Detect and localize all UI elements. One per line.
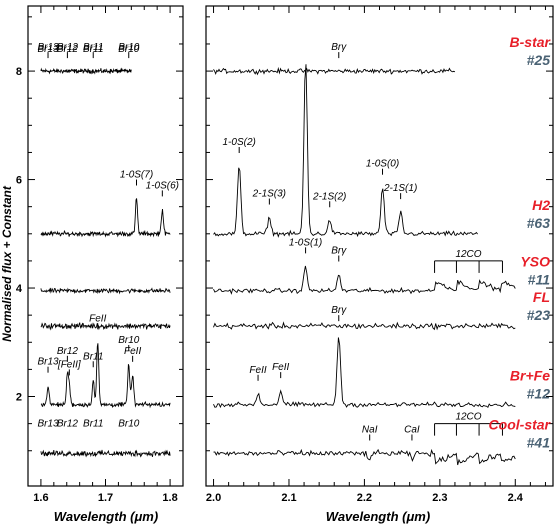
line-label: 1-0S(7) [120, 170, 153, 181]
line-label: Br10 [118, 42, 140, 53]
line-label: 2-1S(2) [312, 191, 346, 202]
left-bottom-br-label: Br10 [118, 418, 140, 429]
line-label: Br12 [57, 42, 79, 53]
line-label: CaI [404, 424, 420, 435]
series-type-label: FL [533, 289, 550, 305]
y-tick-label: 2 [16, 392, 22, 404]
line-label: Br12 [57, 346, 79, 357]
y-tick-label: 4 [16, 283, 23, 295]
right-panel: 2.0 2.1 2.2 2.3 2.4 [205, 5, 554, 504]
series-type-label: H2 [532, 197, 550, 213]
line-label: 2-1S(1) [383, 183, 417, 194]
spectrum-h2-left [40, 198, 171, 238]
spectrum-yso-left [40, 287, 171, 295]
right-x-tick-label: 2.3 [432, 492, 447, 504]
right-x-tick-label: 2.0 [206, 492, 221, 504]
co-band-label: 12CO [455, 412, 481, 423]
line-label: Br13 [37, 357, 59, 368]
line-label: Br13 [37, 42, 59, 53]
series-type-label: Br+Fe [510, 368, 550, 384]
spectrum-br+fe-left [40, 343, 171, 409]
line-label: FeII [124, 346, 141, 357]
line-label: 1-0S(0) [366, 159, 399, 170]
left-top-br-label: Br12 [57, 44, 79, 55]
left-top-br-label: Br11 [83, 44, 103, 55]
spectrum-yso-right [213, 265, 516, 295]
y-tick-label: 8 [16, 66, 22, 78]
x-axis-label-right: Wavelength (μm) [326, 509, 430, 524]
y-tick-label: 6 [16, 175, 22, 187]
left-top-br-label: Br13 [37, 44, 59, 55]
y-axis-label: Normalised flux + Constant [0, 185, 14, 342]
series-type-label: B-star [510, 34, 552, 50]
line-label: Br10 [118, 335, 140, 346]
series-id-label: #11 [528, 272, 551, 288]
line-label: NaI [362, 424, 378, 435]
series-type-label: YSO [520, 254, 550, 270]
spectrum-b-star-right [213, 66, 456, 76]
spectrum-fl-right [213, 321, 516, 331]
left-frame [27, 5, 184, 487]
right-x-tick-label: 2.1 [281, 492, 296, 504]
line-label: [FeII] [57, 359, 81, 370]
spectrum-h2-right [213, 64, 478, 238]
right-frame [205, 5, 554, 487]
spectrum-b-star-left [40, 67, 132, 75]
line-label: 1-0S(1) [289, 237, 322, 248]
line-label: 1-0S(2) [223, 137, 256, 148]
line-label: FeII [89, 313, 106, 324]
line-label: Brγ [331, 42, 347, 53]
line-label: Br11 [83, 42, 103, 53]
series-id-label: #63 [527, 215, 551, 231]
series-id-label: #25 [527, 52, 551, 68]
line-label: FeII [272, 362, 289, 373]
co-band-label: 12CO [455, 249, 481, 260]
left-x-tick-label: 1.8 [162, 492, 177, 504]
left-bottom-br-label: Br13 [37, 418, 59, 429]
spectrum-cool-star-left [40, 449, 171, 458]
right-x-tick-label: 2.4 [508, 492, 524, 504]
series-id-label: #41 [527, 434, 551, 450]
series-type-label: Cool-star [489, 416, 552, 432]
line-label: 1-0S(6) [146, 180, 179, 191]
spectrum-br+fe-right [213, 337, 516, 409]
spectrum-cool-star-right [213, 448, 516, 466]
x-axis-label-left: Wavelength (μm) [54, 509, 158, 524]
left-x-tick-label: 1.6 [33, 492, 48, 504]
line-label: FeII [249, 365, 266, 376]
line-label: Brγ [331, 305, 347, 316]
line-label: Br11 [83, 351, 103, 362]
left-panel: 1.6 1.7 1.8 2 4 6 8 [16, 5, 184, 504]
left-bottom-br-label: Br11 [83, 418, 103, 429]
line-label: 2-1S(3) [252, 189, 286, 200]
left-bottom-br-label: Br12 [57, 418, 79, 429]
spectrum-fl-left [40, 322, 171, 331]
left-x-tick-label: 1.7 [98, 492, 113, 504]
right-x-tick-label: 2.2 [357, 492, 372, 504]
left-top-br-label: Br10 [118, 44, 140, 55]
series-id-label: #12 [527, 386, 551, 402]
line-label: Brγ [331, 245, 347, 256]
series-id-label: #23 [527, 307, 551, 323]
